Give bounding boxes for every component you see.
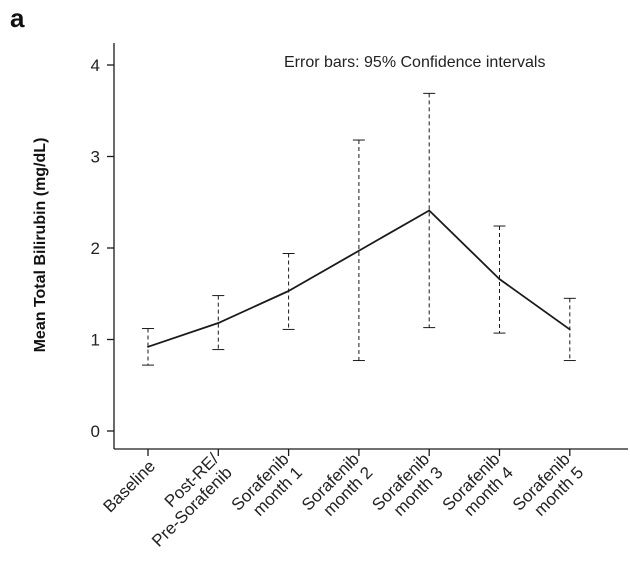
y-ticks: 0 1 2 3 4 — [91, 56, 114, 441]
x-tick-label: Sorafenibmonth 5 — [509, 450, 587, 528]
x-tick-label-group: Baseline — [100, 457, 160, 517]
series-line — [147, 209, 571, 348]
error-bar — [352, 139, 365, 362]
y-axis-label: Mean Total Bilirubin (mg/dL) — [32, 138, 49, 353]
data-point — [217, 322, 220, 324]
x-tick-label: Sorafenibmonth 2 — [298, 450, 376, 528]
data-point — [147, 345, 149, 348]
x-ticks: Baseline Post-RE/Pre-SorafenibSorafenibmo… — [100, 449, 587, 551]
error-bar-annotation: Error bars: 95% Confidence intervals — [284, 54, 545, 71]
x-tick-label: Baseline — [100, 457, 160, 517]
error-bar — [142, 328, 154, 366]
y-tick-label: 1 — [91, 331, 100, 350]
data-point — [358, 249, 360, 252]
data-point — [428, 209, 431, 212]
x-tick-label: Sorafenibmonth 1 — [228, 450, 306, 528]
y-tick-label: 3 — [91, 148, 100, 167]
x-tick-label-group: Sorafenibmonth 1 — [228, 450, 306, 528]
axes — [113, 43, 628, 450]
x-tick-label-line: Baseline — [100, 457, 160, 517]
y-tick-label: 0 — [91, 422, 100, 441]
y-tick-label: 4 — [91, 56, 100, 75]
data-point — [287, 290, 290, 292]
error-bar — [493, 225, 506, 334]
x-tick-label-group: Sorafenibmonth 4 — [439, 450, 517, 528]
error-bar — [423, 92, 436, 329]
x-tick-label: Sorafenibmonth 3 — [368, 450, 446, 528]
error-bars — [142, 92, 576, 366]
y-tick-label: 2 — [91, 239, 100, 258]
data-point — [568, 328, 571, 331]
x-tick-label-group: Sorafenibmonth 5 — [509, 450, 587, 528]
series-line-group — [147, 209, 571, 348]
x-tick-label-group: Sorafenibmonth 2 — [298, 450, 376, 528]
data-point — [498, 278, 501, 281]
error-bar — [212, 295, 225, 351]
panel-label: a — [10, 3, 25, 33]
x-tick-label-group: Sorafenibmonth 3 — [368, 450, 446, 528]
x-tick-label: Sorafenibmonth 4 — [439, 450, 517, 528]
